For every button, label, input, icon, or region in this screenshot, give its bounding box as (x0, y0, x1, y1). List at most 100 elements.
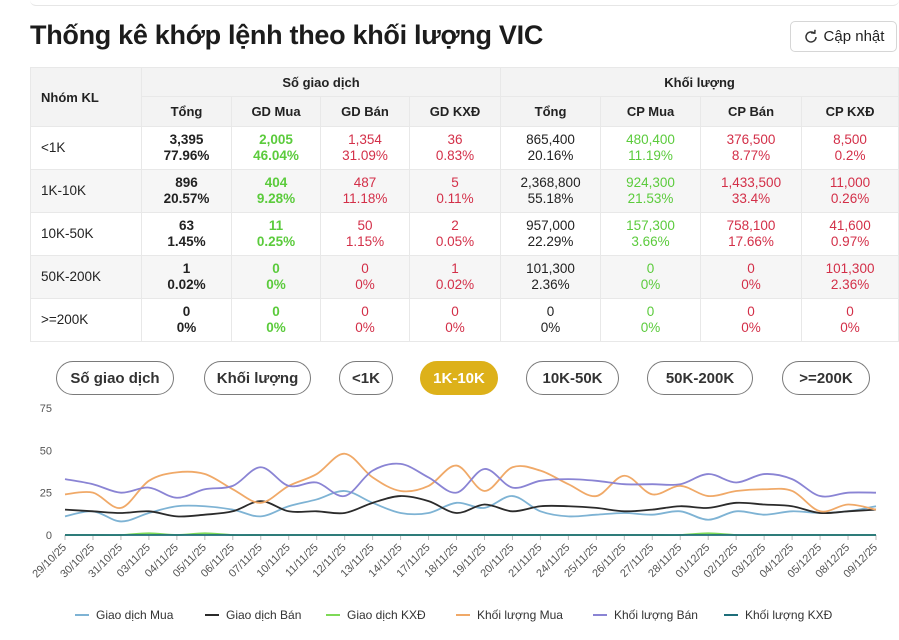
cell-percent: 3.66% (631, 234, 670, 249)
cell-value: 2,005 (259, 132, 293, 147)
table-cell: 758,100 17.66% (700, 212, 803, 256)
cell-percent: 1.45% (167, 234, 206, 249)
cell-percent: 17.66% (728, 234, 774, 249)
cell-value: 1 (182, 261, 191, 276)
table-cell: 101,300 2.36% (500, 255, 602, 299)
cell-percent: 0.05% (435, 234, 475, 249)
legend-item[interactable]: Khối lượng Mua (456, 608, 563, 622)
cell-percent: 77.96% (163, 148, 210, 163)
cell-value: 1,433,500 (721, 175, 782, 190)
row-label: 10K-50K (30, 212, 142, 256)
table-row: >=200K 0 0% 0 0% 0 0% 0 0% 0 0% 0 0% 0 0% 0 0% (30, 298, 899, 342)
series-line-khi-lng-mua (64, 452, 877, 513)
table-cell: 0 0% (408, 298, 502, 342)
legend-swatch (205, 614, 219, 616)
legend-label: Khối lượng Mua (477, 608, 563, 622)
legend-item[interactable]: Giao dịch Bán (205, 608, 301, 622)
legend-item[interactable]: Giao dịch KXĐ (326, 608, 426, 622)
cell-percent: 0% (266, 320, 286, 335)
table-cell: 101,300 2.36% (801, 255, 899, 299)
header-so-gd-3: GD KXĐ (408, 96, 502, 127)
cell-value: 896 (175, 175, 198, 190)
cell-percent: 2.36% (531, 277, 570, 292)
cell-value: 0 (451, 304, 459, 319)
table-row: 10K-50K 63 1.45% 11 0.25% 50 1.15% 2 0.05% 957,00… (30, 212, 899, 256)
cell-value: 8,500 (833, 132, 867, 147)
table-cell: 0 0% (500, 298, 602, 342)
y-tick-label: 25 (40, 488, 52, 500)
legend-label: Khối lượng Bán (614, 608, 698, 622)
cell-value: 404 (264, 175, 288, 190)
tab-200k[interactable]: >=200K (782, 361, 870, 395)
cell-percent: 0% (741, 320, 761, 335)
legend-label: Giao dịch Mua (96, 608, 174, 622)
cell-value: 0 (646, 261, 655, 276)
cell-value: 957,000 (526, 218, 575, 233)
table-cell: 5 0.11% (408, 169, 502, 213)
header-kl-5: CP Mua (600, 96, 702, 127)
table-cell: 376,500 8.77% (700, 126, 803, 170)
row-label: 1K-10K (30, 169, 142, 213)
cell-value: 487 (353, 175, 377, 190)
tab-1k-10k[interactable]: 1K-10K (420, 361, 498, 395)
cell-value: 11 (268, 218, 284, 233)
header-group-khoi-luong: Khối lượng (500, 67, 899, 97)
cell-value: 758,100 (726, 218, 776, 233)
series-line-giao-dch-mua (64, 490, 877, 523)
table-cell: 41,600 0.97% (801, 212, 899, 256)
y-tick-label: 50 (40, 445, 52, 457)
legend-item[interactable]: Khối lượng KXĐ (724, 608, 832, 622)
table-cell: 0 0% (231, 255, 321, 299)
cell-percent: 8.77% (731, 148, 771, 163)
table-cell: 957,000 22.29% (500, 212, 602, 256)
table-cell: 1,433,500 33.4% (700, 169, 803, 213)
cell-percent: 1.15% (345, 234, 385, 249)
legend-item[interactable]: Giao dịch Mua (75, 608, 173, 622)
header-kl-4: Tổng (500, 96, 602, 127)
table-cell: 0 0% (141, 298, 232, 342)
table-cell: 2,005 46.04% (231, 126, 321, 170)
table-cell: 2 0.05% (408, 212, 502, 256)
header-nhom-kl: Nhóm KL (30, 67, 142, 127)
cell-percent: 55.18% (527, 191, 574, 206)
table-cell: 11,000 0.26% (801, 169, 899, 213)
tab-10k-50k[interactable]: 10K-50K (526, 361, 619, 395)
cell-percent: 0.25% (256, 234, 296, 249)
y-tick-label: 75 (40, 403, 52, 415)
cell-percent: 0% (266, 277, 286, 292)
table-cell: 1,354 31.09% (320, 126, 410, 170)
chart-legend: Giao dịch Mua Giao dịch Bán Giao dịch KXĐ K… (0, 608, 899, 626)
legend-swatch (456, 614, 470, 616)
tab-50k-200k[interactable]: 50K-200K (647, 361, 753, 395)
table-cell: 0 0% (600, 255, 702, 299)
table-cell: 3,395 77.96% (141, 126, 232, 170)
stats-table: Nhóm KL Số giao dịch Khối lượng Tổng GD M… (30, 67, 899, 342)
refresh-button[interactable]: Cập nhật (790, 21, 897, 52)
legend-swatch (593, 614, 607, 616)
cell-percent: 0% (741, 277, 761, 292)
tab-s-giao-dch[interactable]: Số giao dịch (56, 361, 174, 395)
cell-value: 0 (747, 304, 755, 319)
cell-percent: 0.97% (830, 234, 870, 249)
chart-tabs: Số giao dịch Khối lượng <1K 1K-10K 10K-50K 50… (0, 361, 899, 395)
legend-item[interactable]: Khối lượng Bán (593, 608, 698, 622)
cell-percent: 0% (355, 320, 375, 335)
table-cell: 865,400 20.16% (500, 126, 602, 170)
table-cell: 924,300 21.53% (600, 169, 702, 213)
legend-label: Giao dịch Bán (226, 608, 302, 622)
table-cell: 0 0% (801, 298, 899, 342)
cell-value: 5 (451, 175, 459, 190)
cell-percent: 0% (540, 320, 561, 335)
header-kl-6: CP Bán (700, 96, 803, 127)
table-cell: 0 0% (600, 298, 702, 342)
tab-khi-lng[interactable]: Khối lượng (204, 361, 311, 395)
cell-percent: 0% (640, 320, 661, 335)
cell-percent: 33.4% (731, 191, 771, 206)
cell-value: 0 (646, 304, 655, 319)
table-cell: 404 9.28% (231, 169, 321, 213)
cell-value: 0 (182, 304, 191, 319)
cell-percent: 0% (640, 277, 661, 292)
table-cell: 0 0% (700, 298, 803, 342)
tab-1k[interactable]: <1K (339, 361, 393, 395)
cell-value: 0 (361, 304, 369, 319)
